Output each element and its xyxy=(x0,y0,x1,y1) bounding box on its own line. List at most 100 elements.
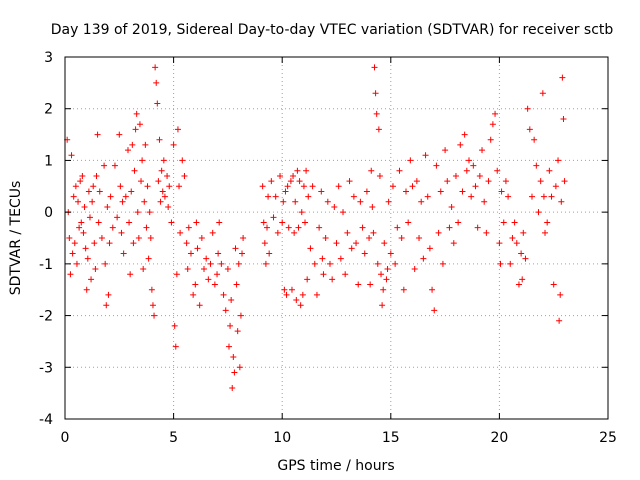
data-point xyxy=(283,291,290,298)
data-point xyxy=(96,188,103,195)
data-point xyxy=(452,172,459,179)
data-point xyxy=(383,276,390,283)
data-point xyxy=(183,240,190,247)
data-point xyxy=(218,260,225,267)
data-point xyxy=(385,198,392,205)
data-point xyxy=(307,245,314,252)
data-point xyxy=(373,110,380,117)
y-tick-label: -4 xyxy=(39,412,53,428)
data-point xyxy=(128,188,135,195)
data-point xyxy=(133,110,140,117)
data-point xyxy=(492,110,499,117)
data-point xyxy=(300,183,307,190)
data-point xyxy=(346,178,353,185)
data-point xyxy=(237,312,244,319)
y-tick-label: 2 xyxy=(44,102,53,118)
data-point xyxy=(187,250,194,257)
data-point xyxy=(122,193,129,200)
data-point xyxy=(420,255,427,262)
data-point xyxy=(81,203,88,210)
data-point xyxy=(368,167,375,174)
data-point xyxy=(350,193,357,200)
data-point xyxy=(479,147,486,154)
data-point xyxy=(380,286,387,293)
y-tick-label: -1 xyxy=(39,257,53,273)
data-point xyxy=(437,188,444,195)
grid-lines xyxy=(65,57,608,419)
data-point xyxy=(291,229,298,236)
data-point xyxy=(130,240,137,247)
data-point xyxy=(474,224,481,231)
data-point xyxy=(392,260,399,267)
data-point xyxy=(457,141,464,148)
data-point xyxy=(220,291,227,298)
data-point xyxy=(71,240,78,247)
data-point xyxy=(145,255,152,262)
data-point xyxy=(111,162,118,169)
data-point xyxy=(498,188,505,195)
data-point xyxy=(333,240,340,247)
data-point xyxy=(518,250,525,257)
data-point xyxy=(371,64,378,71)
data-point xyxy=(274,229,281,236)
data-point xyxy=(184,266,191,273)
data-point xyxy=(335,183,342,190)
data-point xyxy=(494,167,501,174)
data-point xyxy=(463,167,470,174)
data-point xyxy=(105,291,112,298)
data-point xyxy=(363,188,370,195)
data-point xyxy=(507,260,514,267)
data-point xyxy=(287,178,294,185)
data-point xyxy=(357,198,364,205)
data-point xyxy=(319,255,326,262)
data-point xyxy=(366,235,373,241)
data-point xyxy=(166,183,173,190)
data-point xyxy=(552,183,559,190)
data-point xyxy=(558,198,565,205)
data-point xyxy=(322,235,329,241)
data-point xyxy=(326,260,333,267)
data-point xyxy=(497,260,504,267)
data-point xyxy=(348,245,355,252)
data-point xyxy=(431,307,438,314)
data-point xyxy=(266,250,273,257)
data-point xyxy=(148,286,155,293)
data-point xyxy=(394,224,401,231)
data-point xyxy=(222,307,229,314)
data-point xyxy=(236,364,243,371)
data-point xyxy=(455,219,462,226)
data-point xyxy=(86,214,93,221)
data-point xyxy=(557,291,564,298)
data-point xyxy=(75,198,82,205)
data-point xyxy=(531,136,538,143)
data-point xyxy=(496,240,503,247)
data-point xyxy=(281,286,288,293)
data-point xyxy=(132,126,139,133)
y-axis-label: SDTVAR / TECUs xyxy=(8,181,24,296)
data-point xyxy=(370,229,377,236)
data-point xyxy=(101,162,108,169)
data-point xyxy=(416,235,423,241)
data-point xyxy=(556,317,563,324)
data-point xyxy=(528,193,535,200)
y-tick-labels: -4 -3 -2 -1 0 1 2 3 xyxy=(39,50,53,428)
data-point xyxy=(129,141,136,148)
data-point xyxy=(138,178,145,185)
data-point xyxy=(176,183,183,190)
data-point xyxy=(316,224,323,231)
data-point xyxy=(293,297,300,304)
data-point xyxy=(542,229,549,236)
data-point xyxy=(435,229,442,236)
data-point xyxy=(77,178,84,185)
data-point xyxy=(461,131,468,138)
data-point xyxy=(272,193,279,200)
data-point xyxy=(418,198,425,205)
data-point xyxy=(90,183,97,190)
data-point xyxy=(82,245,89,252)
x-tick-label: 15 xyxy=(382,430,400,446)
data-point xyxy=(160,157,167,164)
data-point xyxy=(181,172,188,179)
data-point xyxy=(103,302,110,309)
data-point xyxy=(156,136,163,143)
data-point xyxy=(353,240,360,247)
